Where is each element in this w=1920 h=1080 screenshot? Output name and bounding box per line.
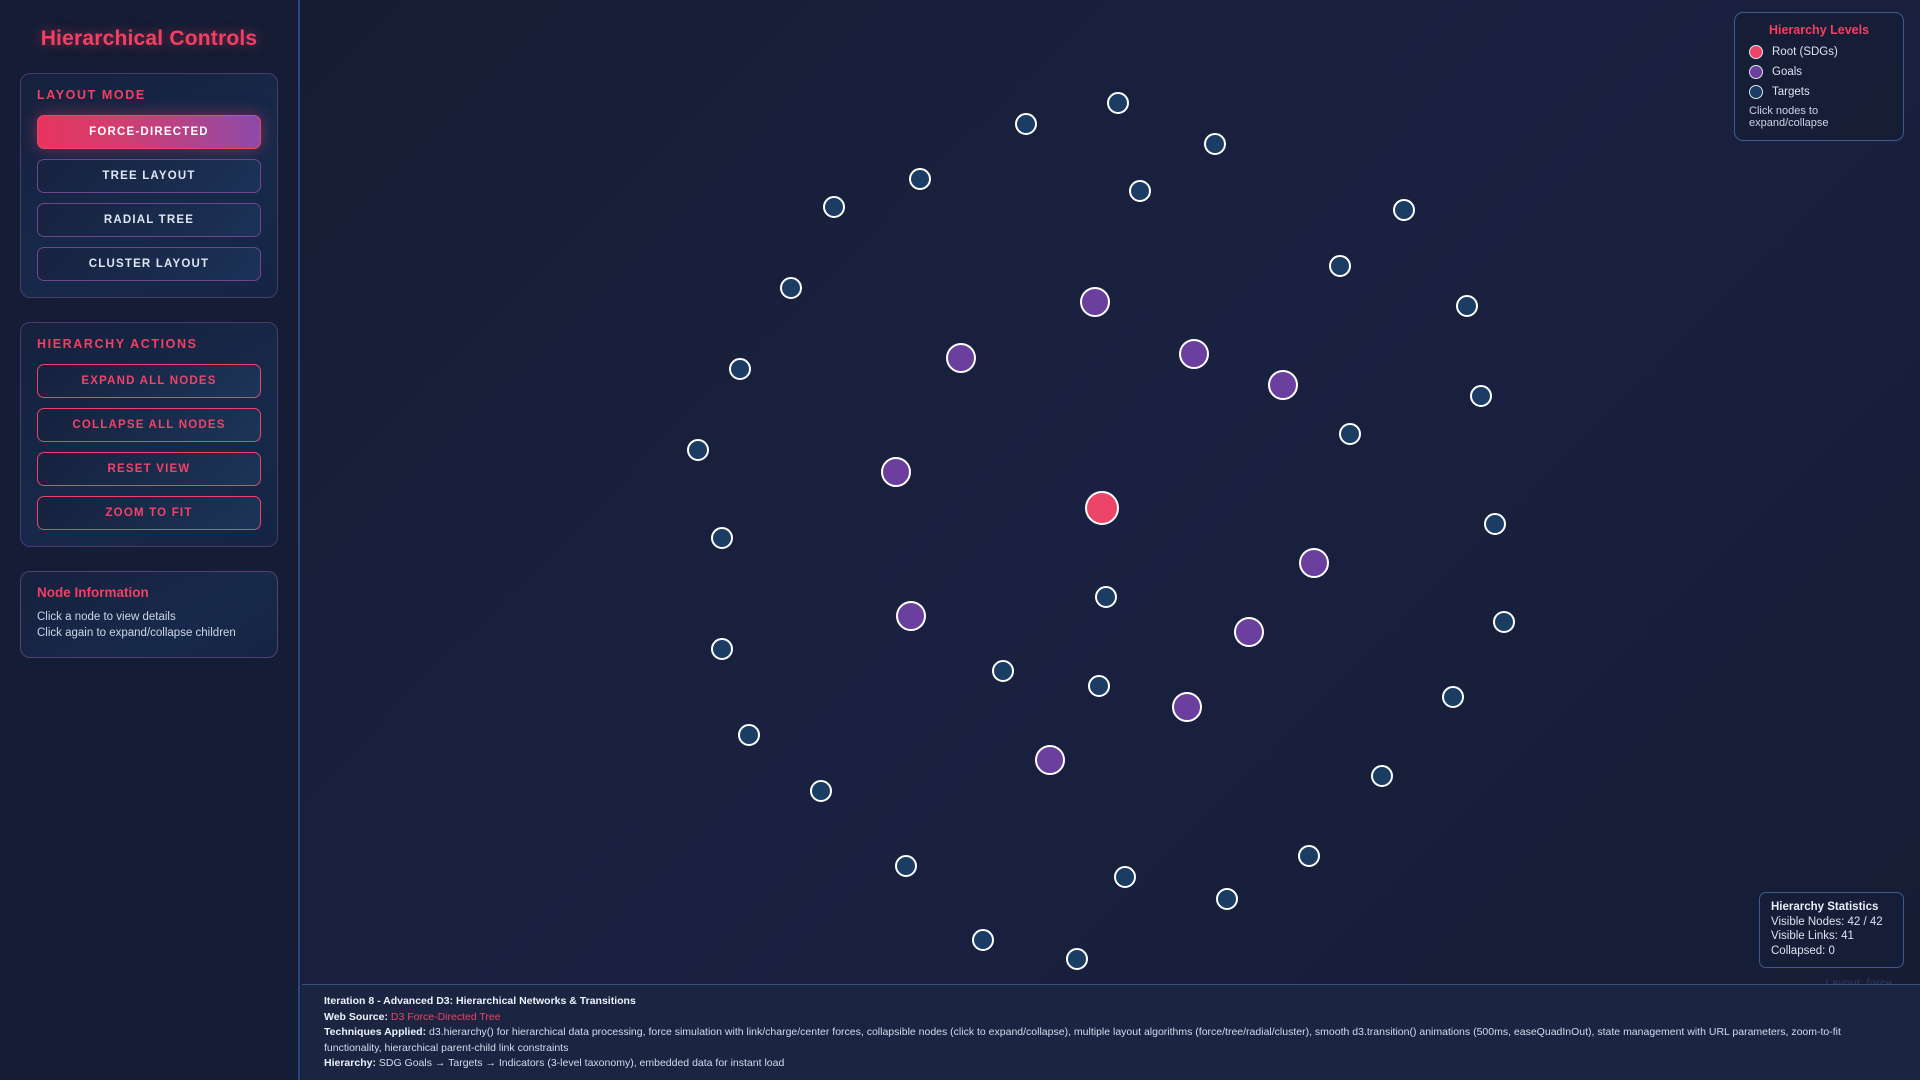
graph-node-target[interactable] [1088, 675, 1110, 697]
hierarchy-actions-panel: HIERARCHY ACTIONS EXPAND ALL NODES COLLA… [20, 322, 278, 547]
graph-node-root[interactable] [1085, 491, 1119, 525]
graph-node-target[interactable] [780, 277, 802, 299]
layout-button-radial-tree[interactable]: RADIAL TREE [37, 203, 261, 237]
page-title: Hierarchical Controls [40, 27, 258, 50]
force-directed-graph[interactable] [300, 0, 1920, 1080]
legend-items: Root (SDGs) Goals Targets [1749, 45, 1889, 99]
graph-node-target[interactable] [1371, 765, 1393, 787]
graph-node-goal[interactable] [1035, 745, 1065, 775]
graph-node-target[interactable] [1066, 948, 1088, 970]
graph-node-target[interactable] [1129, 180, 1151, 202]
graph-node-goal[interactable] [881, 457, 911, 487]
zoom-to-fit-button[interactable]: ZOOM TO FIT [37, 496, 261, 530]
graph-node-goal[interactable] [1172, 692, 1202, 722]
graph-node-target[interactable] [1393, 199, 1415, 221]
footer-web-source-value[interactable]: D3 Force-Directed Tree [390, 1010, 501, 1023]
graph-node-target[interactable] [1298, 845, 1320, 867]
legend-title: Hierarchy Levels [1768, 23, 1870, 37]
stat-visible-nodes: Visible Nodes: 42 / 42 [1771, 915, 1883, 928]
hierarchy-statistics-title: Hierarchy Statistics [1771, 900, 1879, 913]
graph-node-goal[interactable] [896, 601, 926, 631]
layout-button-cluster[interactable]: CLUSTER LAYOUT [37, 247, 261, 281]
graph-node-target[interactable] [1095, 586, 1117, 608]
layout-button-tree[interactable]: TREE LAYOUT [37, 159, 261, 193]
graph-node-target[interactable] [1107, 92, 1129, 114]
graph-node-target[interactable] [729, 358, 751, 380]
legend-swatch-icon [1749, 65, 1763, 79]
graph-node-goal[interactable] [1179, 339, 1209, 369]
node-information-line-2: Click again to expand/collapse children [37, 627, 236, 639]
graph-node-goal[interactable] [1299, 548, 1329, 578]
legend-swatch-icon [1749, 45, 1763, 59]
graph-canvas[interactable]: Hierarchy Levels Root (SDGs) Goals Targets… [300, 0, 1920, 1080]
graph-node-goal[interactable] [1234, 617, 1264, 647]
graph-node-target[interactable] [1470, 385, 1492, 407]
graph-node-target[interactable] [972, 929, 994, 951]
graph-node-target[interactable] [1484, 513, 1506, 535]
footer-web-source-label: Web Source: [324, 1010, 388, 1023]
graph-node-target[interactable] [711, 638, 733, 660]
graph-node-target[interactable] [1456, 295, 1478, 317]
hierarchy-actions-heading: HIERARCHY ACTIONS [37, 337, 198, 351]
footer-techniques-label: Techniques Applied: [324, 1026, 427, 1038]
footer-hierarchy: Hierarchy: SDG Goals → Targets → Indicat… [324, 1056, 1898, 1072]
graph-node-target[interactable] [1442, 686, 1464, 708]
footer-techniques-value: d3.hierarchy() for hierarchical data pro… [324, 1026, 1841, 1054]
graph-node-target[interactable] [687, 439, 709, 461]
graph-node-target[interactable] [909, 168, 931, 190]
graph-node-target[interactable] [711, 527, 733, 549]
legend-item-label: Root (SDGs) [1772, 46, 1838, 58]
legend-swatch-icon [1749, 85, 1763, 99]
legend-item-label: Goals [1772, 66, 1803, 78]
collapse-all-nodes-button[interactable]: COLLAPSE ALL NODES [37, 408, 261, 442]
footer-hierarchy-label: Hierarchy: [324, 1057, 376, 1069]
legend-item: Targets [1749, 85, 1889, 99]
graph-node-target[interactable] [1015, 113, 1037, 135]
footer-hierarchy-value: SDG Goals → Targets → Indicators (3-leve… [378, 1057, 785, 1069]
node-information-panel: Node Information Click a node to view de… [20, 571, 278, 658]
graph-node-goal[interactable] [946, 343, 976, 373]
graph-node-target[interactable] [1329, 255, 1351, 277]
stat-collapsed: Collapsed: 0 [1771, 944, 1835, 957]
legend-item-label: Targets [1772, 86, 1810, 98]
footer-iteration-text: Iteration 8 - Advanced D3: Hierarchical … [324, 995, 636, 1007]
footer-iteration: Iteration 8 - Advanced D3: Hierarchical … [324, 994, 1898, 1010]
hierarchy-statistics-panel: Hierarchy Statistics Visible Nodes: 42 /… [1759, 891, 1904, 968]
graph-node-target[interactable] [1204, 133, 1226, 155]
graph-node-target[interactable] [1216, 888, 1238, 910]
node-information-line-1: Click a node to view details [37, 611, 176, 623]
legend-panel: Hierarchy Levels Root (SDGs) Goals Targets… [1734, 12, 1904, 141]
graph-node-target[interactable] [810, 780, 832, 802]
graph-node-target[interactable] [738, 724, 760, 746]
graph-node-target[interactable] [1114, 866, 1136, 888]
layout-mode-panel: LAYOUT MODE FORCE-DIRECTED TREE LAYOUT R… [20, 73, 278, 298]
stat-visible-links: Visible Links: 41 [1771, 930, 1854, 942]
footer-info-bar: Iteration 8 - Advanced D3: Hierarchical … [302, 984, 1920, 1080]
layout-button-force-directed[interactable]: FORCE-DIRECTED [37, 115, 261, 149]
legend-hint: Click nodes to expand/collapse [1749, 105, 1829, 129]
graph-node-goal[interactable] [1080, 287, 1110, 317]
legend-item: Goals [1749, 65, 1889, 79]
legend-item: Root (SDGs) [1749, 45, 1889, 59]
footer-techniques: Techniques Applied: d3.hierarchy() for h… [324, 1025, 1898, 1056]
sidebar: Hierarchical Controls LAYOUT MODE FORCE-… [0, 0, 300, 1080]
graph-node-target[interactable] [1339, 423, 1361, 445]
graph-node-target[interactable] [992, 660, 1014, 682]
graph-node-target[interactable] [895, 855, 917, 877]
reset-view-button[interactable]: RESET VIEW [37, 452, 261, 486]
node-information-title: Node Information [37, 585, 149, 600]
graph-node-target[interactable] [1493, 611, 1515, 633]
graph-node-goal[interactable] [1268, 370, 1298, 400]
expand-all-nodes-button[interactable]: EXPAND ALL NODES [37, 364, 261, 398]
graph-node-target[interactable] [823, 196, 845, 218]
footer-web-source: Web Source: D3 Force-Directed Tree [324, 1010, 1898, 1026]
layout-mode-heading: LAYOUT MODE [37, 88, 146, 102]
